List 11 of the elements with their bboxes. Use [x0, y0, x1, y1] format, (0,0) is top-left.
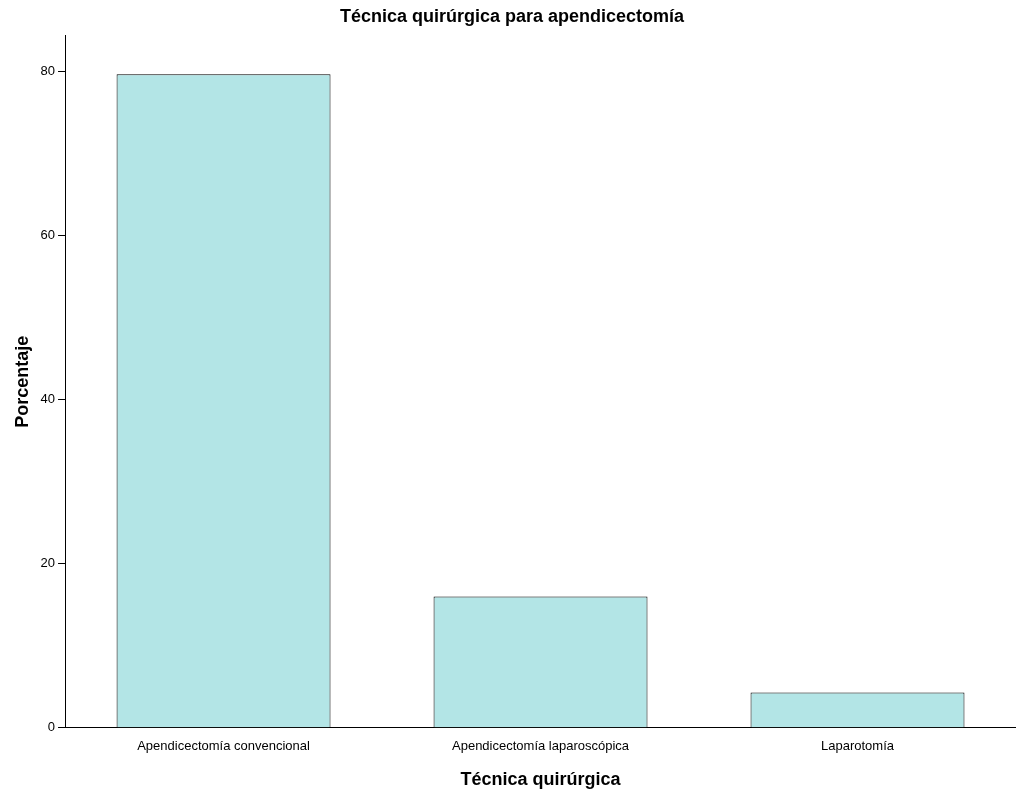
y-tick-label: 60 [40, 227, 56, 243]
x-axis-title: Técnica quirúrgica [460, 769, 622, 790]
y-tick-label: 80 [40, 63, 56, 79]
y-tick-label: 40 [40, 391, 56, 407]
x-tick-label: Laparotomía [821, 738, 895, 754]
y-axis-title: Porcentaje [11, 335, 32, 428]
y-tick-label: 0 [47, 719, 56, 735]
y-tick-label: 20 [40, 555, 56, 571]
x-tick-label: Apendicectomía laparoscópica [452, 738, 630, 754]
x-tick-label: Apendicectomía convencional [137, 738, 311, 754]
chart-title: Técnica quirúrgica para apendicectomía [339, 5, 686, 26]
